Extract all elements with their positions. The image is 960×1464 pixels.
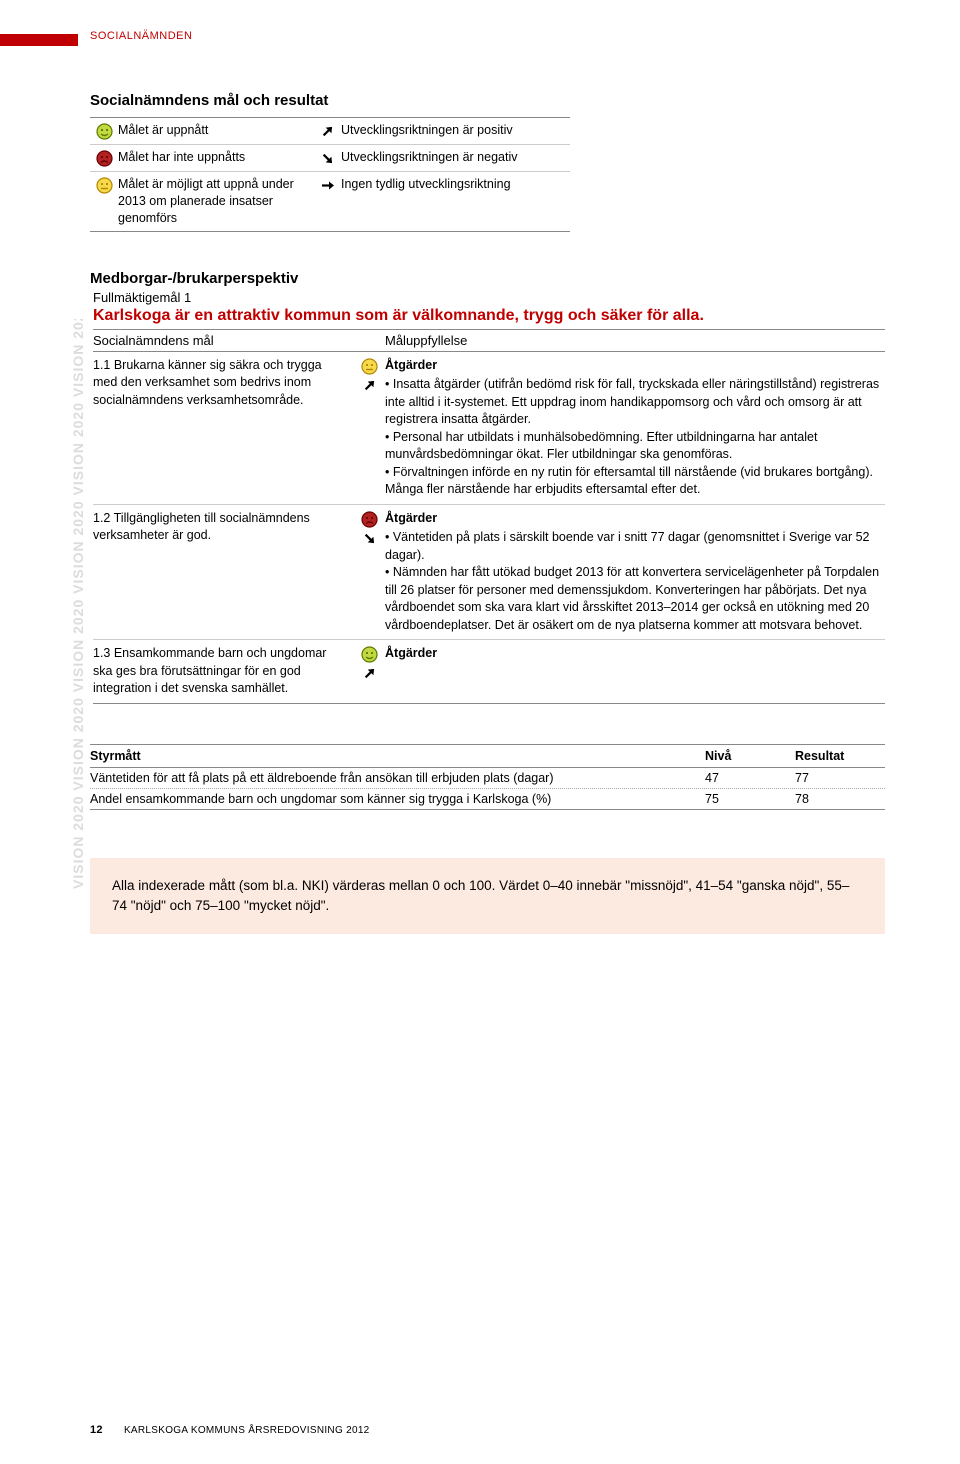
- goal-text: 1.2 Tillgängligheten till socialnämndens…: [93, 510, 353, 635]
- goal-block: Fullmäktigemål 1 Karlskoga är en attrakt…: [93, 290, 885, 704]
- status-face-icon: [361, 358, 378, 375]
- page: SOCIALNÄMNDEN Socialnämndens mål och res…: [0, 0, 960, 964]
- sm-text: Andel ensamkommande barn och ungdomar so…: [90, 792, 705, 806]
- fullmaktige-label: Fullmäktigemål 1: [93, 290, 885, 305]
- legend-text: Målet är uppnått: [118, 122, 313, 139]
- legend-face-icon: [90, 122, 118, 140]
- section-title: Socialnämndens mål och resultat: [90, 92, 885, 109]
- vision-text: VISION 2020 VISION 2020 VISION 2020 VISI…: [70, 319, 86, 889]
- legend-row: Målet är möjligt att uppnå under 2013 om…: [90, 172, 570, 231]
- red-heading: Karlskoga är en attraktiv kommun som är …: [93, 307, 885, 325]
- styrmatt-row: Väntetiden för att få plats på ett äldre…: [90, 768, 885, 789]
- legend-arrow-icon: [313, 122, 341, 140]
- legend-row: Målet har inte uppnåtts Utvecklingsriktni…: [90, 145, 570, 172]
- goal-status-icons: [353, 357, 385, 499]
- goal-result: Åtgärder• Insatta åtgärder (utifrån bedö…: [385, 357, 885, 499]
- perspective-title: Medborgar-/brukarperspektiv: [90, 270, 885, 287]
- goal-result: Åtgärder• Väntetiden på plats i särskilt…: [385, 510, 885, 635]
- legend-text: Målet är möjligt att uppnå under 2013 om…: [118, 176, 313, 227]
- sm-head-s3: Resultat: [795, 749, 885, 763]
- legend-row: Målet är uppnått Utvecklingsriktningen är…: [90, 118, 570, 145]
- goal-status-icons: [353, 510, 385, 635]
- legend-text2: Ingen tydlig utvecklingsriktning: [341, 176, 570, 193]
- styrmatt-row: Andel ensamkommande barn och ungdomar so…: [90, 789, 885, 809]
- goal-table: Socialnämndens mål Måluppfyllelse 1.1 Br…: [93, 329, 885, 704]
- sm-level: 75: [705, 792, 795, 806]
- legend-text2: Utvecklingsriktningen är negativ: [341, 149, 570, 166]
- note-box: Alla indexerade mått (som bl.a. NKI) vär…: [90, 858, 885, 935]
- legend-arrow-icon: [313, 149, 341, 167]
- goal-row: 1.3 Ensamkommande barn och ungdomar ska …: [93, 640, 885, 704]
- status-face-icon: [361, 511, 378, 528]
- sm-result: 78: [795, 792, 885, 806]
- gt-head-c2: Måluppfyllelse: [385, 333, 885, 348]
- styrmatt-head: Styrmått Nivå Resultat: [90, 745, 885, 768]
- sm-head-s2: Nivå: [705, 749, 795, 763]
- goal-row: 1.2 Tillgängligheten till socialnämndens…: [93, 505, 885, 641]
- gt-head-c1: Socialnämndens mål: [93, 333, 385, 348]
- sm-head-s1: Styrmått: [90, 749, 705, 763]
- legend-face-icon: [90, 149, 118, 167]
- sm-text: Väntetiden för att få plats på ett äldre…: [90, 771, 705, 785]
- goal-status-icons: [353, 645, 385, 698]
- styrmatt-table: Styrmått Nivå Resultat Väntetiden för at…: [90, 744, 885, 810]
- status-arrow-icon: [361, 665, 378, 682]
- status-arrow-icon: [361, 377, 378, 394]
- page-number: 12: [90, 1424, 103, 1436]
- footer-text: KARLSKOGA KOMMUNS ÅRSREDOVISNING 2012: [124, 1425, 370, 1436]
- goal-text: 1.3 Ensamkommande barn och ungdomar ska …: [93, 645, 353, 698]
- goal-result: Åtgärder: [385, 645, 885, 698]
- legend-face-icon: [90, 176, 118, 194]
- legend-text2: Utvecklingsriktningen är positiv: [341, 122, 570, 139]
- vision-sidebar: VISION 2020 VISION 2020 VISION 2020 VISI…: [68, 319, 90, 889]
- goal-row: 1.1 Brukarna känner sig säkra och trygga…: [93, 352, 885, 505]
- legend-table: Målet är uppnått Utvecklingsriktningen är…: [90, 117, 570, 232]
- styrmatt-block: Styrmått Nivå Resultat Väntetiden för at…: [90, 744, 885, 810]
- sm-level: 47: [705, 771, 795, 785]
- goal-table-head: Socialnämndens mål Måluppfyllelse: [93, 330, 885, 352]
- goal-text: 1.1 Brukarna känner sig säkra och trygga…: [93, 357, 353, 499]
- top-red-bar: [0, 34, 78, 46]
- status-face-icon: [361, 646, 378, 663]
- section-header: SOCIALNÄMNDEN: [90, 30, 885, 42]
- legend-arrow-icon: [313, 176, 341, 194]
- sm-result: 77: [795, 771, 885, 785]
- footer: 12 KARLSKOGA KOMMUNS ÅRSREDOVISNING 2012: [90, 1424, 370, 1436]
- status-arrow-icon: [361, 530, 378, 547]
- legend-text: Målet har inte uppnåtts: [118, 149, 313, 166]
